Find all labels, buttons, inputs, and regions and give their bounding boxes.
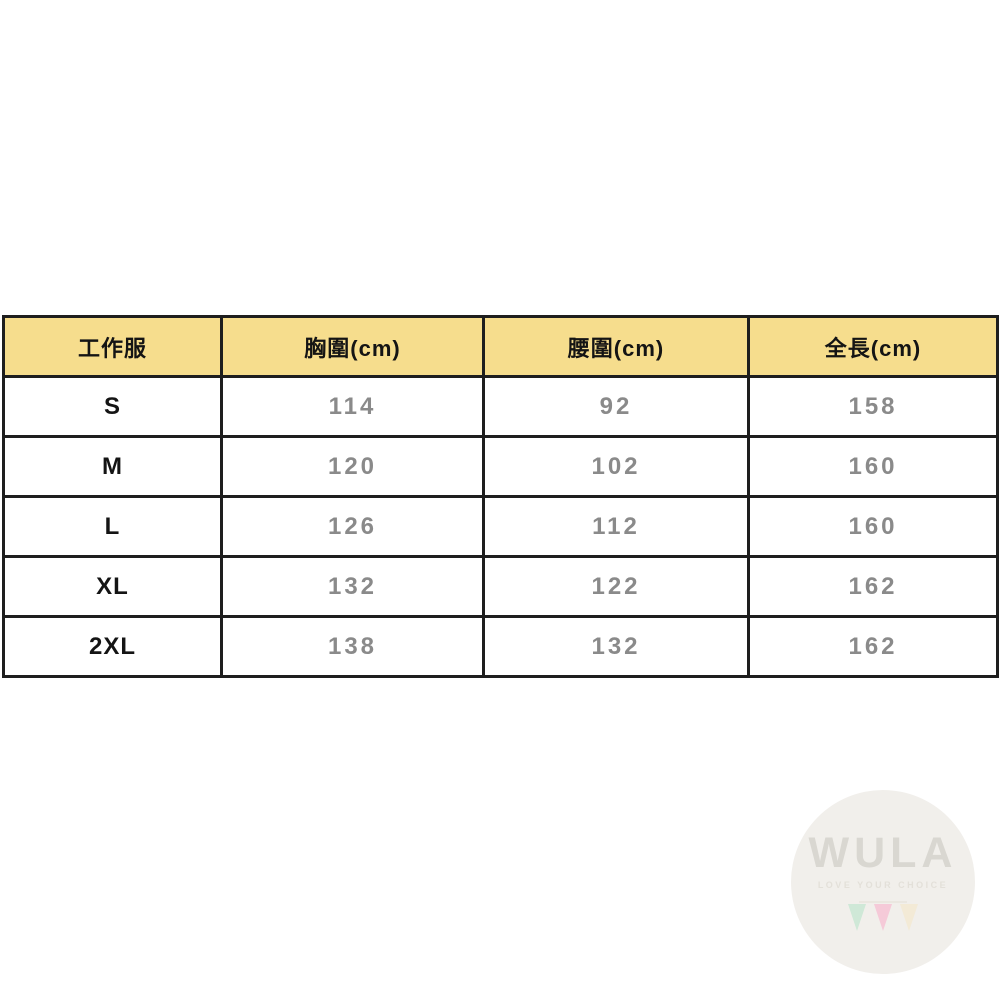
chest-value: 132	[220, 555, 485, 618]
chest-value: 114	[220, 375, 485, 438]
size-label: L	[2, 495, 223, 558]
header-length-cm: 全長(cm)	[747, 315, 999, 378]
length-value: 160	[747, 495, 999, 558]
table-row-2xl: 2XL 138 132 162	[2, 615, 999, 678]
watermark-circle: WULA LOVE YOUR CHOICE	[791, 790, 975, 974]
pennant-triangle-mint-icon	[847, 904, 866, 931]
brand-tagline: LOVE YOUR CHOICE	[817, 880, 949, 890]
length-value: 162	[747, 615, 999, 678]
header-waist-cm: 腰圍(cm)	[482, 315, 750, 378]
header-product-name: 工作服	[2, 315, 223, 378]
waist-value: 102	[482, 435, 750, 498]
size-table: 工作服 胸圍(cm) 腰圍(cm) 全長(cm) S 114 92 158 M …	[2, 315, 999, 678]
pennant-decoration	[791, 901, 975, 931]
chest-value: 126	[220, 495, 485, 558]
table-row-s: S 114 92 158	[2, 375, 999, 438]
size-label: M	[2, 435, 223, 498]
length-value: 162	[747, 555, 999, 618]
pennant-triangle-pink-icon	[874, 904, 892, 931]
size-label: 2XL	[2, 615, 223, 678]
length-value: 160	[747, 435, 999, 498]
chest-value: 120	[220, 435, 485, 498]
waist-value: 112	[482, 495, 750, 558]
size-label: XL	[2, 555, 223, 618]
table-row-xl: XL 132 122 162	[2, 555, 999, 618]
waist-value: 132	[482, 615, 750, 678]
table-row-l: L 126 112 160	[2, 495, 999, 558]
waist-value: 122	[482, 555, 750, 618]
table-header-row: 工作服 胸圍(cm) 腰圍(cm) 全長(cm)	[2, 315, 999, 378]
chest-value: 138	[220, 615, 485, 678]
pennant-triangle-cream-icon	[900, 904, 919, 931]
waist-value: 92	[482, 375, 750, 438]
brand-logo-text: WULA	[808, 829, 958, 877]
length-value: 158	[747, 375, 999, 438]
size-label: S	[2, 375, 223, 438]
table-row-m: M 120 102 160	[2, 435, 999, 498]
pennant-string-line	[859, 901, 907, 903]
header-chest-cm: 胸圍(cm)	[220, 315, 485, 378]
